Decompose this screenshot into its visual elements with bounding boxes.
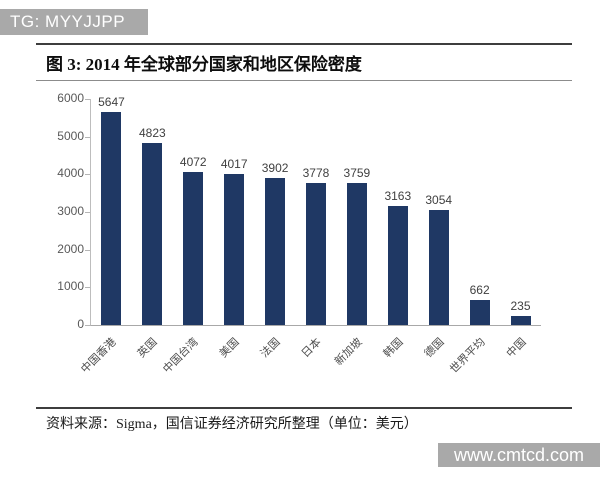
bar-value-label: 662: [469, 283, 490, 297]
bar-value-label: 3054: [425, 193, 453, 207]
y-tick-label: 2000: [57, 241, 84, 256]
bar-column: 235: [500, 99, 541, 325]
y-tick-mark: [85, 99, 90, 100]
bar: [469, 300, 490, 325]
top-rule: [36, 43, 572, 45]
y-tick-label: 4000: [57, 166, 84, 181]
bar: [183, 172, 204, 325]
bar: [428, 210, 449, 325]
bar-value-label: 5647: [98, 95, 125, 109]
bar-column: 4017: [214, 99, 255, 325]
y-tick-label: 3000: [57, 204, 84, 218]
bar-value-label: 3163: [384, 189, 412, 203]
y-tick-label: 1000: [57, 279, 84, 294]
bar: [101, 112, 122, 325]
banner-text: TG: MYYJJPP: [10, 12, 126, 31]
source-rule: [36, 407, 572, 409]
bar-value-label: 3902: [261, 161, 289, 175]
bar-value-label: 3759: [343, 166, 371, 180]
bar-column: 662: [459, 99, 500, 325]
bar: [510, 316, 531, 325]
bar-value-label: 3778: [302, 166, 330, 180]
bar-column: 3054: [418, 99, 459, 325]
bar: [305, 183, 326, 325]
y-tick-mark: [85, 249, 90, 251]
bar: [387, 206, 408, 325]
y-tick-mark: [85, 212, 90, 213]
bar-column: 3778: [296, 99, 337, 325]
site-watermark: www.cmtcd.com: [438, 443, 600, 467]
bar-value-label: 4017: [220, 157, 248, 171]
y-tick-mark: [85, 136, 90, 138]
title-underline-rule: [36, 80, 572, 81]
telegram-banner: TG: MYYJJPP: [0, 9, 148, 35]
y-tick-mark: [85, 287, 90, 289]
bar: [142, 143, 163, 325]
bar: [346, 183, 367, 325]
y-tick-mark: [85, 325, 90, 326]
bar-value-label: 235: [510, 299, 531, 313]
figure-title: 图 3: 2014 年全球部分国家和地区保险密度: [46, 55, 362, 74]
y-tick-label: 0: [77, 317, 84, 331]
bar-column: 4823: [132, 99, 173, 325]
plot-area: 5647 4823 4072 4017 3902 3778 3759 3163 3054 662 2…: [90, 95, 541, 326]
y-tick-label: 6000: [57, 91, 84, 105]
source-note: 资料来源：Sigma，国信证券经济研究所整理（单位：美元）: [46, 417, 418, 432]
bar: [224, 174, 245, 325]
bar-column: 3902: [255, 99, 296, 325]
bar-value-label: 4823: [139, 126, 166, 140]
y-tick-mark: [85, 174, 90, 176]
bar: [265, 178, 286, 325]
bar-column: 5647: [91, 95, 132, 325]
bar-chart: 0 1000 2000 3000 4000 5000 6000 5647 4823 4072 40…: [0, 88, 600, 403]
bar-value-label: 4072: [179, 155, 207, 169]
bar-column: 4072: [173, 99, 214, 325]
watermark-text: www.cmtcd.com: [453, 445, 585, 465]
bar-column: 3163: [377, 99, 418, 325]
bar-column: 3759: [336, 99, 377, 325]
y-tick-label: 5000: [57, 128, 84, 143]
